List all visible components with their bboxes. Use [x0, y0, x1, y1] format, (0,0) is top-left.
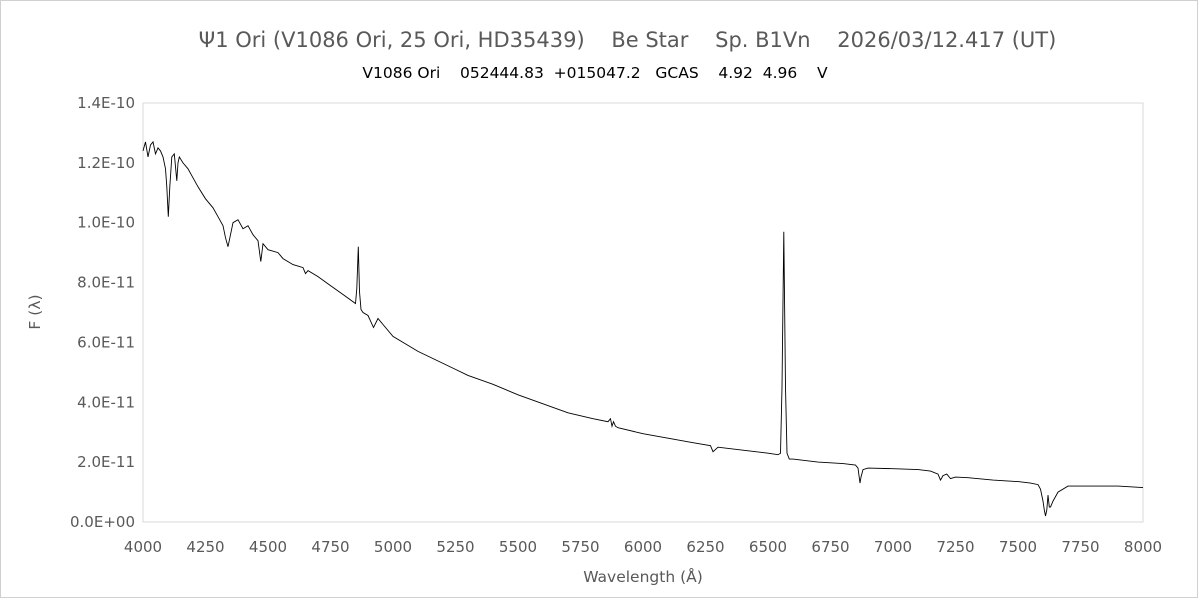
y-tick-label: 6.0E-11 — [77, 333, 135, 351]
x-tick-label: 6750 — [811, 538, 849, 556]
spectrum-line — [142, 140, 1144, 517]
chart-title: Ψ1 Ori (V1086 Ori, 25 Ori, HD35439) Be S… — [198, 28, 1057, 52]
x-tick-label: 4500 — [249, 538, 287, 556]
x-tick-label: 6500 — [749, 538, 787, 556]
x-tick-label: 4250 — [186, 538, 224, 556]
chart-subtitle: V1086 Ori 052444.83 +015047.2 GCAS 4.92 … — [362, 64, 828, 82]
x-tick-label: 7750 — [1061, 538, 1099, 556]
y-tick-label: 1.4E-10 — [77, 94, 135, 112]
y-tick-label: 1.0E-10 — [77, 214, 135, 232]
y-tick-label: 2.0E-11 — [77, 453, 135, 471]
x-tick-label: 7500 — [999, 538, 1037, 556]
x-tick-label: 6250 — [686, 538, 724, 556]
plot-area — [142, 102, 1144, 523]
x-tick-label: 7250 — [936, 538, 974, 556]
x-tick-label: 6000 — [624, 538, 662, 556]
x-tick-label: 5750 — [561, 538, 599, 556]
y-tick-label: 0.0E+00 — [70, 513, 135, 531]
x-tick-label: 4750 — [311, 538, 349, 556]
x-tick-label: 7000 — [874, 538, 912, 556]
x-axis-label: Wavelength (Å) — [583, 567, 703, 586]
y-tick-label: 8.0E-11 — [77, 274, 135, 292]
x-tick-label: 5000 — [374, 538, 412, 556]
x-tick-label: 4000 — [124, 538, 162, 556]
x-tick-label: 5250 — [436, 538, 474, 556]
y-tick-label: 1.2E-10 — [77, 154, 135, 172]
x-tick-label: 8000 — [1124, 538, 1162, 556]
y-axis-label: F (λ) — [26, 294, 44, 329]
y-tick-label: 4.0E-11 — [77, 393, 135, 411]
x-tick-label: 5500 — [499, 538, 537, 556]
